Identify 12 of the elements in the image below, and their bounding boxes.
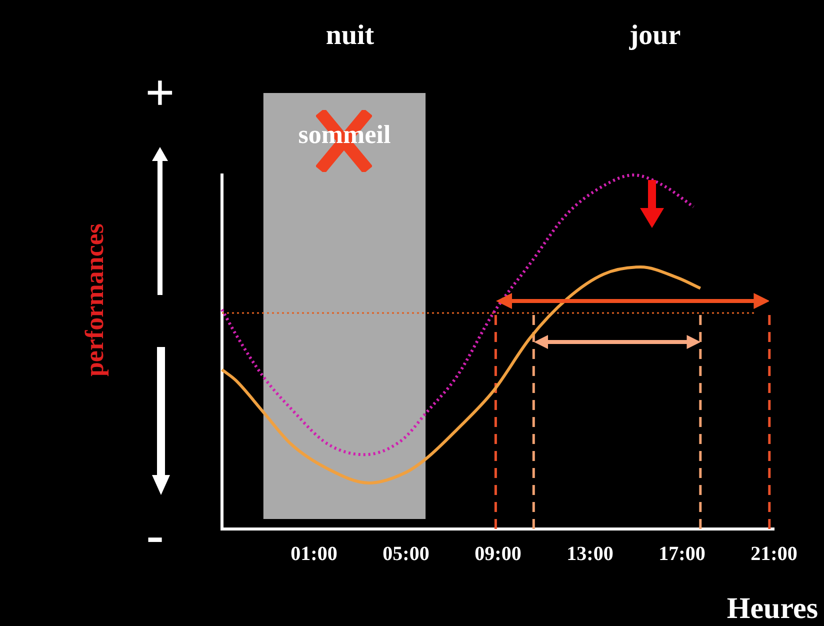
y-axis-title: performances [80, 223, 110, 377]
x-tick-label: 13:00 [566, 543, 614, 566]
x-tick-label: 09:00 [474, 543, 522, 566]
x-tick-label: 17:00 [658, 543, 706, 566]
x-tick-label: 05:00 [382, 543, 430, 566]
text: + [145, 65, 175, 122]
x-tick-label: 21:00 [750, 543, 798, 566]
text: jour [629, 20, 681, 51]
x-axis-title: Heures [726, 592, 818, 626]
text: nuit [326, 20, 374, 51]
text: - [146, 507, 164, 564]
x-tick-label: 01:00 [290, 543, 338, 566]
